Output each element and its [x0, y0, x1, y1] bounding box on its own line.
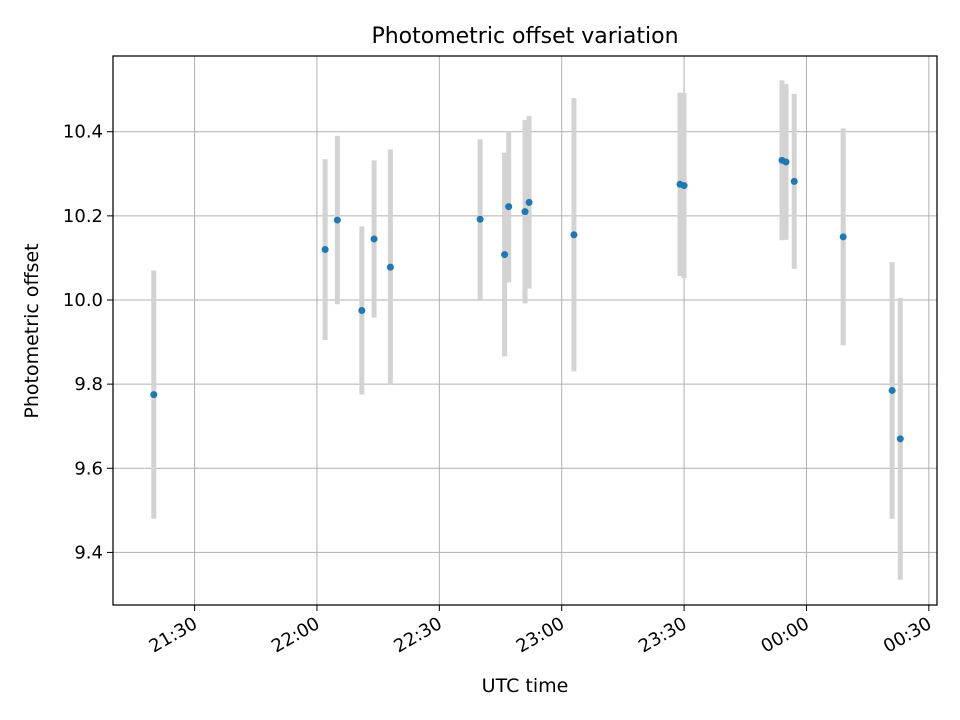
data-point	[525, 198, 533, 206]
x-tick-label: 21:30	[146, 613, 201, 657]
data-point	[570, 231, 578, 239]
plot-area-frame	[112, 55, 938, 606]
data-point	[501, 251, 509, 259]
x-tick-label: 23:00	[513, 613, 568, 657]
data-point	[790, 177, 798, 185]
point-layer	[150, 156, 904, 443]
data-point	[896, 435, 904, 443]
data-point	[370, 235, 378, 243]
x-tick-label: 22:00	[268, 613, 323, 657]
data-point	[839, 233, 847, 241]
x-tick-label: 23:30	[635, 613, 690, 657]
data-point	[888, 386, 896, 394]
data-point	[150, 391, 158, 399]
y-tick-label: 9.4	[74, 542, 103, 563]
data-point	[358, 307, 366, 315]
x-tick-label: 00:30	[880, 613, 935, 657]
x-tick-label: 22:30	[390, 613, 445, 657]
y-tick-label: 10.2	[63, 206, 103, 227]
chart-title: Photometric offset variation	[371, 24, 678, 49]
tick-layer: 21:30 22:00 22:30 23:00 23:30 00:00 00:30 9.4 9.…	[63, 122, 935, 658]
data-point	[680, 182, 688, 190]
data-point	[782, 158, 790, 166]
errorbar-layer	[151, 80, 903, 580]
y-tick-label: 9.6	[74, 458, 103, 479]
data-point	[321, 246, 329, 254]
y-tick-label: 10.0	[63, 290, 103, 311]
data-point	[505, 203, 513, 211]
y-tick-label: 9.8	[74, 374, 103, 395]
data-point	[386, 263, 394, 271]
x-axis-label: UTC time	[482, 675, 569, 697]
data-point	[476, 215, 484, 223]
x-tick-label: 00:00	[758, 613, 813, 657]
y-tick-label: 10.4	[63, 122, 103, 143]
data-point	[333, 216, 341, 224]
data-point	[521, 208, 529, 216]
y-axis-label: Photometric offset	[21, 243, 43, 418]
